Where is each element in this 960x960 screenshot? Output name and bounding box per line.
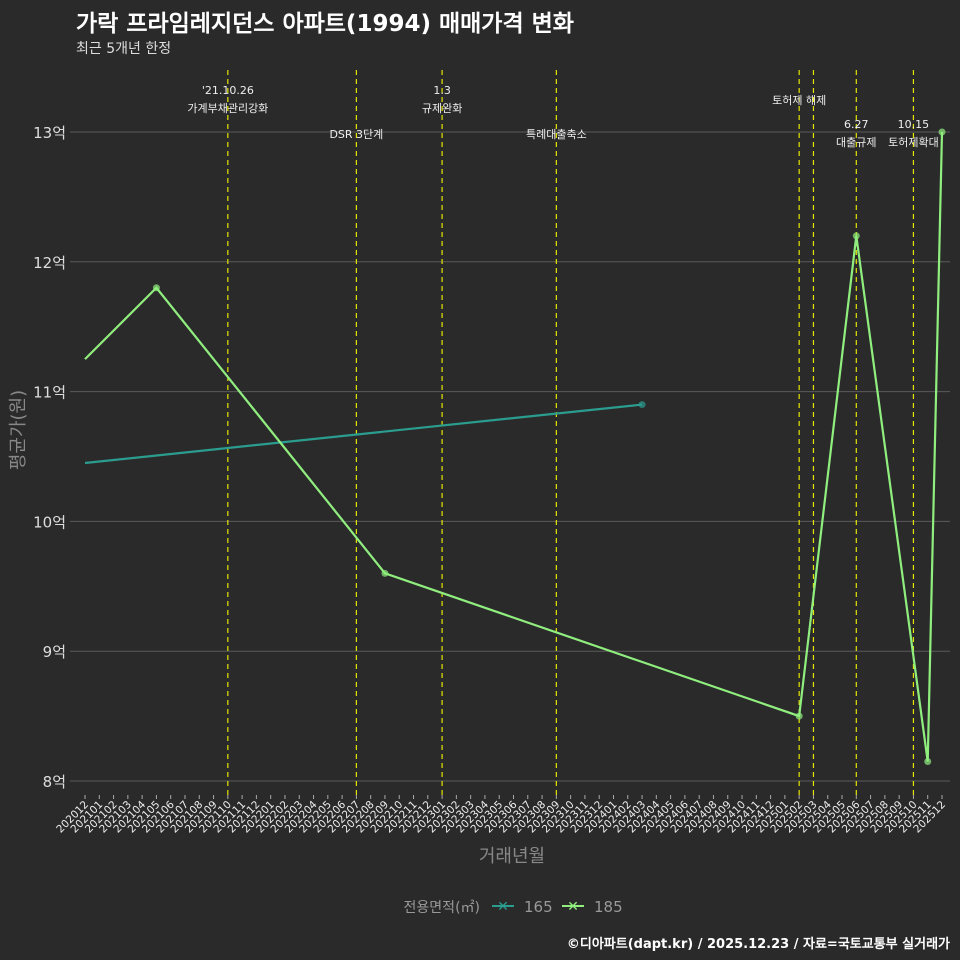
legend-key-icon: ✕ <box>497 899 509 915</box>
legend-key-icon: ✕ <box>567 899 579 915</box>
legend-label: 165 <box>524 898 553 916</box>
event-label: 가계부채관리강화 <box>187 102 268 115</box>
event-label: 10.15 <box>898 118 930 131</box>
event-label: 규제완화 <box>422 102 462 115</box>
event-label: '21.10.26 <box>202 84 254 97</box>
event-label: 토허제 해제 <box>772 93 826 107</box>
data-point <box>152 284 160 292</box>
data-point <box>852 232 860 240</box>
data-point <box>924 758 932 766</box>
event-label: 토허제확대 <box>888 136 939 149</box>
x-axis-title: 거래년월 <box>479 846 545 867</box>
caption: ©디아파트(dapt.kr) / 2025.12.23 / 자료=국토교통부 실… <box>566 937 950 952</box>
y-axis-title: 평균가(원) <box>8 390 29 470</box>
event-label: 1.3 <box>433 84 451 97</box>
series-line-165 <box>84 403 643 465</box>
y-tick-label: 8억 <box>43 773 66 791</box>
data-point <box>795 712 803 720</box>
data-point <box>638 401 646 409</box>
chart-subtitle: 최근 5개년 한정 <box>76 41 172 57</box>
legend-title: 전용면적(㎡) <box>404 900 480 916</box>
data-point <box>938 128 946 136</box>
event-label: 특례대출축소 <box>526 128 587 141</box>
y-tick-label: 11억 <box>33 384 66 402</box>
event-label: DSR 3단계 <box>329 128 383 141</box>
event-label: 대출규제 <box>836 136 876 149</box>
y-tick-label: 13억 <box>33 124 66 142</box>
y-tick-label: 10억 <box>33 513 66 531</box>
y-tick-label: 12억 <box>33 254 66 272</box>
chart-title: 가락 프라임레지던스 아파트(1994) 매매가격 변화 <box>76 11 574 37</box>
y-tick-label: 9억 <box>43 643 66 661</box>
data-point <box>381 569 389 577</box>
legend-label: 185 <box>594 898 623 916</box>
plot-area <box>70 62 950 795</box>
event-label: 6.27 <box>844 118 869 131</box>
